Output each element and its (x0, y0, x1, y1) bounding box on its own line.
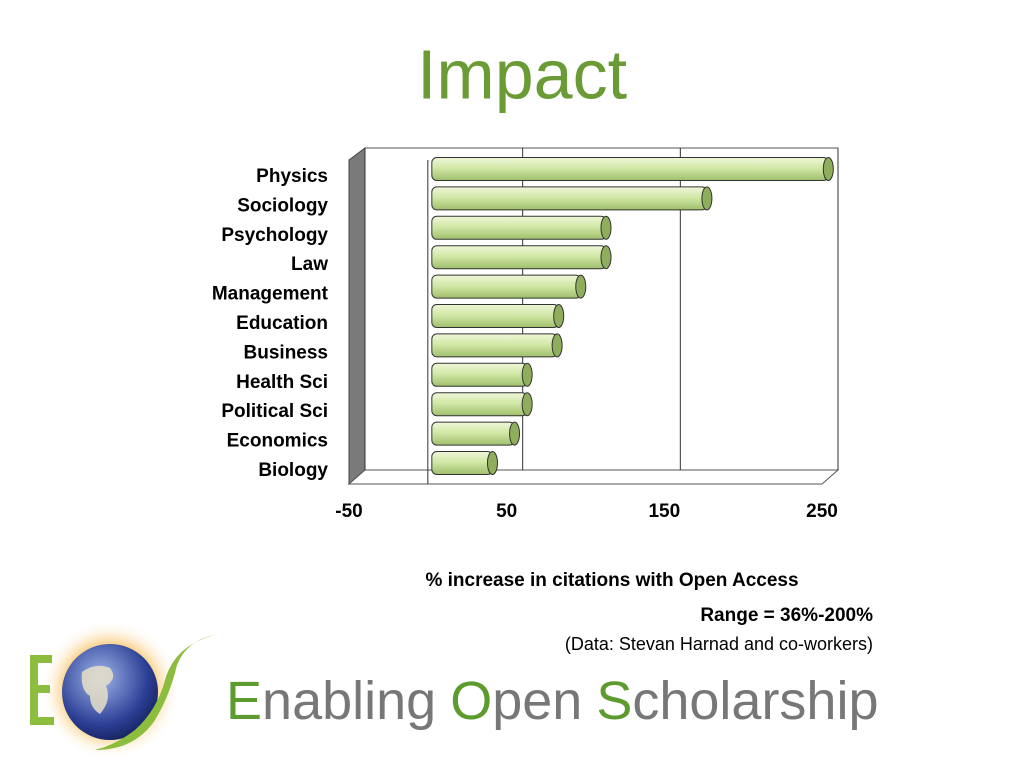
footer-part: E (226, 671, 262, 731)
chart (347, 147, 840, 486)
footer-part: nabling (262, 671, 436, 731)
bar-cap (486, 451, 498, 475)
bar (431, 451, 493, 475)
x-tick-label: -50 (335, 501, 362, 522)
y-tick-label: Sociology (237, 195, 328, 216)
y-tick-label: Health Sci (236, 372, 328, 393)
logo-e (30, 655, 54, 725)
footer-part: pen (492, 671, 582, 731)
y-tick-label: Political Sci (221, 401, 328, 422)
bar-cap (551, 333, 563, 358)
logo (30, 620, 215, 760)
range-note: Range = 36%-200% (700, 605, 873, 626)
bar-cap (822, 157, 834, 181)
bar-group (431, 245, 612, 270)
bar-cap (521, 392, 533, 417)
y-tick-label: Psychology (221, 225, 328, 246)
bar-group (431, 333, 563, 358)
bar-cap (521, 362, 533, 387)
bar-cap (600, 215, 612, 240)
bar-group (431, 215, 612, 240)
bar-group (431, 451, 498, 475)
bar-group (431, 392, 533, 417)
logo-land (81, 665, 114, 714)
y-tick-label: Business (244, 342, 328, 363)
y-tick-label: Management (212, 284, 329, 305)
bar-group (431, 186, 713, 211)
y-tick-label: Physics (256, 166, 328, 187)
bar (431, 362, 528, 387)
bar-cap (553, 304, 565, 328)
bar-group (431, 157, 834, 181)
bar (431, 186, 708, 211)
y-tick-label: Education (236, 313, 328, 334)
bar-group (431, 274, 587, 299)
bar (431, 274, 582, 299)
footer: Enabling Open Scholarship (226, 671, 878, 731)
bar-group (431, 304, 565, 328)
bar (431, 421, 516, 446)
bar (431, 333, 558, 358)
x-axis-label: % increase in citations with Open Access (425, 570, 798, 591)
y-tick-label: Law (291, 254, 328, 275)
bar-cap (701, 186, 713, 211)
floor (347, 469, 840, 485)
logo-globe (62, 644, 158, 740)
bar (431, 245, 607, 270)
x-tick-label: 150 (648, 501, 680, 522)
bar (431, 392, 528, 417)
slide-title: Impact (417, 35, 627, 113)
bar (431, 304, 560, 328)
x-tick-label: 250 (806, 501, 838, 522)
source-note: (Data: Stevan Harnad and co-workers) (565, 634, 873, 654)
side-wall (348, 147, 366, 486)
bar (431, 157, 829, 181)
bar-cap (509, 421, 521, 446)
footer-part: cholarship (632, 671, 878, 731)
y-tick-label: Economics (227, 431, 328, 452)
bar-cap (575, 274, 587, 299)
bar-cap (600, 245, 612, 270)
footer-part: S (596, 671, 632, 731)
bar (431, 215, 607, 240)
bar-group (431, 421, 521, 446)
x-tick-label: 50 (496, 501, 517, 522)
bar-group (431, 362, 533, 387)
footer-part: O (450, 671, 492, 731)
y-tick-label: Biology (258, 460, 328, 481)
